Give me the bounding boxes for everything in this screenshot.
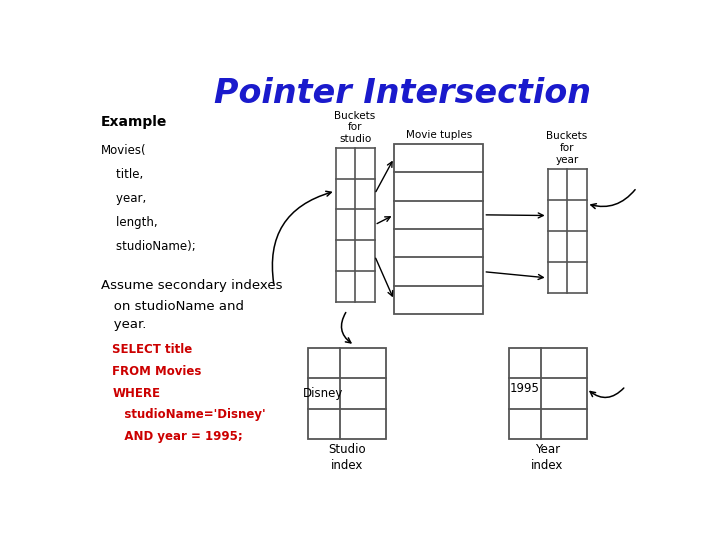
Text: Movies(: Movies( <box>101 144 147 157</box>
Text: year.: year. <box>101 319 147 332</box>
Bar <box>394 144 483 314</box>
Text: on studioName and: on studioName and <box>101 300 244 313</box>
Text: WHERE: WHERE <box>112 387 161 400</box>
Text: Buckets
for
year: Buckets for year <box>546 131 588 165</box>
Text: SELECT title: SELECT title <box>112 343 192 356</box>
Text: Assume secondary indexes: Assume secondary indexes <box>101 279 283 292</box>
Text: studioName='Disney': studioName='Disney' <box>112 408 266 421</box>
Text: Studio
index: Studio index <box>328 443 366 472</box>
Text: studioName);: studioName); <box>101 240 196 253</box>
Text: title,: title, <box>101 168 143 181</box>
Text: year,: year, <box>101 192 146 205</box>
Text: Disney: Disney <box>303 387 343 400</box>
Text: Example: Example <box>101 114 168 129</box>
Text: 1995: 1995 <box>509 382 539 395</box>
Text: Pointer Intersection: Pointer Intersection <box>214 77 591 110</box>
Bar <box>508 348 587 439</box>
Bar <box>307 348 386 439</box>
Text: Year
index: Year index <box>531 443 564 472</box>
Text: length,: length, <box>101 216 158 229</box>
Text: Movie tuples: Movie tuples <box>405 130 472 140</box>
Text: FROM Movies: FROM Movies <box>112 365 202 378</box>
Text: AND year = 1995;: AND year = 1995; <box>112 430 243 443</box>
Text: Buckets
for
studio: Buckets for studio <box>334 111 376 144</box>
